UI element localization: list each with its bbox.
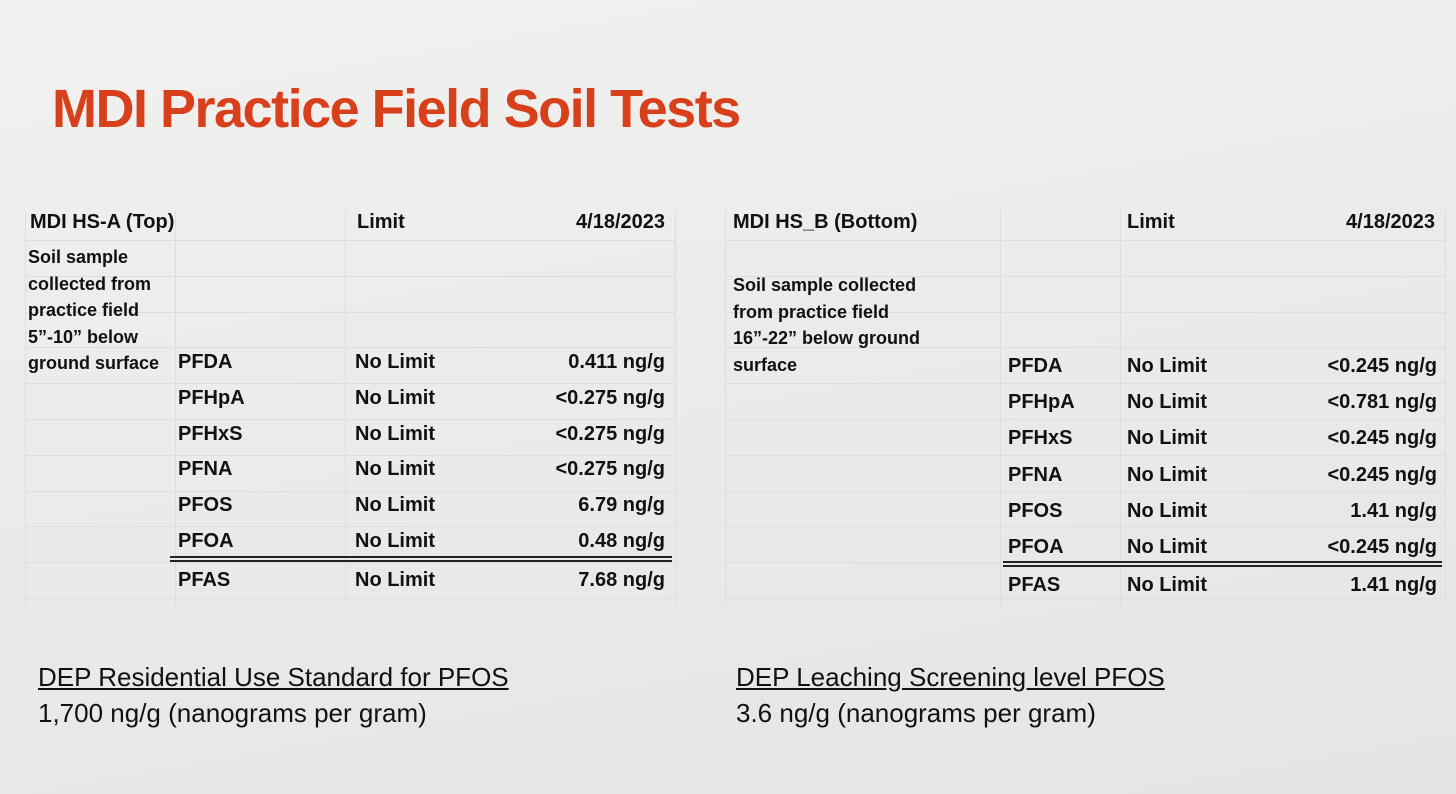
- grid-line: [725, 383, 1445, 385]
- limit: No Limit: [355, 351, 435, 373]
- grid-line: [25, 311, 675, 313]
- grid-line: [175, 210, 176, 605]
- result: 1.41 ng/g: [1350, 499, 1437, 522]
- title: MDI Practice Field Soil Tests: [52, 79, 741, 139]
- description-line: Soil sample collected: [733, 275, 917, 295]
- description-line: Soil sample: [28, 247, 129, 267]
- analyte: PFDA: [178, 351, 233, 373]
- grid-line: [725, 275, 1445, 277]
- result: <0.245 ng/g: [1327, 427, 1438, 450]
- analyte: PFHxS: [178, 422, 243, 445]
- grid-line: [675, 210, 676, 605]
- header-cell: MDI HS-A (Top): [30, 211, 175, 233]
- double-rule: [170, 556, 672, 562]
- limit: No Limit: [355, 386, 435, 409]
- limit: No Limit: [1127, 355, 1207, 377]
- limit: No Limit: [355, 494, 435, 517]
- grid-line: [725, 454, 1445, 456]
- analyte: PFOS: [1008, 499, 1063, 522]
- grid-line: [25, 526, 675, 528]
- result: <0.275 ng/g: [555, 458, 666, 481]
- result: 0.411 ng/g: [568, 351, 665, 373]
- grid-line: [725, 240, 1445, 241]
- grid-line: [725, 490, 1445, 492]
- description-line: 5”-10” below: [28, 326, 139, 347]
- limit: No Limit: [355, 422, 435, 445]
- header-cell: 4/18/2023: [1346, 211, 1435, 233]
- result: <0.245 ng/g: [1327, 463, 1438, 486]
- note-text: 1,700 ng/g (nanograms per gram): [38, 698, 427, 728]
- analyte: PFHpA: [178, 386, 245, 409]
- grid-line: [1120, 210, 1121, 605]
- result: <0.245 ng/g: [1327, 536, 1438, 558]
- description-line: ground surface: [28, 353, 160, 373]
- limit: No Limit: [1127, 536, 1207, 558]
- grid-line: [25, 240, 675, 241]
- description-line: from practice field: [733, 301, 890, 322]
- grid-line: [725, 526, 1445, 528]
- limit: No Limit: [1127, 499, 1207, 522]
- grid-line: [25, 383, 675, 385]
- result: <0.245 ng/g: [1327, 355, 1438, 377]
- description-line: collected from: [28, 273, 152, 294]
- limit: No Limit: [355, 458, 435, 481]
- result: <0.275 ng/g: [555, 386, 666, 409]
- result: <0.781 ng/g: [1327, 391, 1438, 414]
- analyte: PFHxS: [1008, 427, 1073, 450]
- grid-line: [25, 490, 675, 492]
- total-analyte: PFAS: [1008, 574, 1061, 596]
- grid-line: [1445, 210, 1446, 605]
- grid-line: [725, 419, 1445, 420]
- grid-line: [25, 598, 675, 599]
- total-limit: No Limit: [1127, 574, 1207, 596]
- analyte: PFHpA: [1008, 391, 1075, 414]
- header-cell: MDI HS_B (Bottom): [733, 211, 918, 233]
- analyte: PFDA: [1008, 355, 1063, 377]
- note-heading: DEP Residential Use Standard for PFOS: [38, 662, 509, 692]
- grid-line: [25, 454, 675, 456]
- analyte: PFOA: [1008, 536, 1064, 558]
- note-heading: DEP Leaching Screening level PFOS: [736, 662, 1165, 692]
- result: <0.275 ng/g: [555, 422, 666, 445]
- grid-line: [725, 598, 1445, 599]
- total-result: 1.41 ng/g: [1350, 574, 1437, 596]
- header-cell: 4/18/2023: [576, 211, 665, 233]
- grid-line: [1000, 210, 1001, 605]
- analyte: PFNA: [1008, 463, 1063, 486]
- grid-line: [25, 210, 26, 605]
- grid-line: [25, 562, 675, 564]
- grid-line: [25, 347, 675, 349]
- description-line: practice field: [28, 300, 140, 320]
- grid-line: [25, 419, 675, 420]
- header-cell: Limit: [357, 211, 405, 233]
- limit: No Limit: [1127, 391, 1207, 414]
- grid-line: [725, 210, 726, 605]
- description-line: 16”-22” below ground: [733, 328, 921, 348]
- limit: No Limit: [355, 530, 435, 552]
- grid-line: [725, 311, 1445, 313]
- grid-line: [25, 275, 675, 277]
- limit: No Limit: [1127, 427, 1207, 450]
- analyte: PFNA: [178, 458, 233, 481]
- result: 6.79 ng/g: [578, 494, 665, 517]
- double-rule: [1003, 561, 1442, 567]
- description-line: surface: [733, 354, 798, 375]
- analyte: PFOS: [178, 494, 233, 517]
- analyte: PFOA: [178, 530, 234, 552]
- limit: No Limit: [1127, 463, 1207, 486]
- note-text: 3.6 ng/g (nanograms per gram): [736, 698, 1096, 728]
- grid-line: [345, 210, 346, 605]
- total-analyte: PFAS: [178, 569, 231, 591]
- total-limit: No Limit: [355, 569, 435, 591]
- header-cell: Limit: [1127, 211, 1175, 233]
- result: 0.48 ng/g: [578, 530, 665, 552]
- total-result: 7.68 ng/g: [578, 569, 665, 591]
- grid-line: [725, 347, 1445, 349]
